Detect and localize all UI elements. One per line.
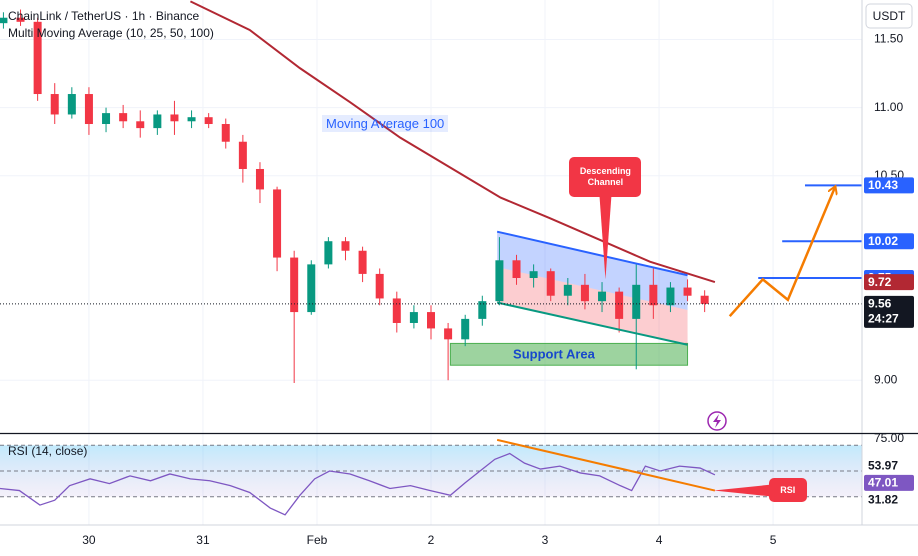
- x-tick-label: 2: [428, 533, 435, 547]
- x-tick-label: 3: [542, 533, 549, 547]
- level-label-bg: [864, 177, 914, 194]
- rsi-callout-pointer: [713, 484, 772, 497]
- candle-body: [358, 250, 367, 274]
- candle-body: [683, 287, 692, 296]
- candle-body: [580, 284, 589, 302]
- level-label-bg: [864, 233, 914, 250]
- level-label: 10.02: [868, 234, 898, 248]
- candle-body: [427, 312, 435, 329]
- candle-body: [444, 328, 453, 340]
- last-price-label: 9.56: [868, 297, 892, 311]
- candle-body: [341, 241, 350, 251]
- rsi-callout: RSI: [768, 477, 807, 502]
- candle-body: [102, 113, 111, 125]
- candle-body: [255, 168, 264, 190]
- ma-value-label-bg: [864, 274, 914, 291]
- candle-body: [307, 264, 316, 313]
- candle-body: [700, 295, 709, 304]
- chart-subtitle: Multi Moving Average (10, 25, 50, 100): [8, 26, 214, 40]
- candle-body: [84, 94, 93, 125]
- candle-body: [666, 287, 675, 306]
- candle-body: [375, 273, 384, 299]
- last-price-bg: [864, 295, 914, 328]
- candle-body: [50, 94, 59, 115]
- x-tick-label: 5: [770, 533, 777, 547]
- ma-label: Moving Average 100: [322, 115, 449, 132]
- candle-body: [0, 17, 8, 24]
- rsi-trendline: [496, 438, 716, 492]
- ma-value-label: 9.72: [868, 275, 892, 289]
- candle-body: [461, 318, 470, 340]
- rsi-value-bg: [864, 457, 914, 474]
- rsi-title: RSI (14, close): [8, 444, 87, 458]
- candle-body: [119, 113, 128, 122]
- candle-body: [153, 114, 162, 129]
- candle-body: [563, 284, 572, 296]
- channel-lower-line: [496, 301, 688, 346]
- candle-body: [16, 17, 25, 22]
- rsi-value-label: 53.97: [868, 459, 898, 473]
- candle-body: [273, 189, 282, 258]
- candle-body: [478, 301, 487, 319]
- candle-body: [187, 117, 196, 122]
- currency-box[interactable]: [865, 3, 913, 29]
- candle-body: [649, 284, 658, 306]
- support-label: Support Area: [513, 346, 595, 362]
- candle-body: [204, 117, 213, 125]
- support-area: [449, 342, 689, 366]
- candle-body: [495, 260, 504, 302]
- channel-callout: Descending Channel: [569, 157, 642, 198]
- rsi-line: [0, 452, 716, 516]
- countdown-label: 24:27: [868, 312, 899, 326]
- rsi-value-label: 31.82: [868, 493, 898, 507]
- x-tick-label: Feb: [307, 533, 328, 547]
- currency: USDT: [873, 9, 906, 23]
- x-tick-label: 30: [82, 533, 96, 547]
- candle-body: [238, 141, 247, 169]
- x-tick-label: 4: [656, 533, 663, 547]
- flash-icon[interactable]: [707, 411, 727, 431]
- candle-body: [33, 21, 42, 95]
- candle-body: [632, 284, 641, 319]
- candle-body: [546, 271, 555, 296]
- y-tick-label: 9.00: [874, 372, 898, 386]
- candle-body: [529, 271, 538, 279]
- rsi-value-bg: [864, 474, 914, 491]
- x-tick-label: 31: [196, 533, 210, 547]
- y-tick-label: 11.50: [874, 32, 903, 46]
- candle-body: [290, 257, 299, 313]
- chart-title: ChainLink / TetherUS · 1h · Binance: [8, 9, 200, 23]
- candle-body: [67, 94, 76, 115]
- rsi-value-bg: [864, 491, 914, 508]
- candle-body: [136, 121, 145, 129]
- callout-pointer: [599, 195, 612, 280]
- candle-body: [409, 312, 418, 323]
- candle-body: [221, 124, 230, 142]
- rsi-tick-label: 75.00: [874, 431, 904, 445]
- candle-body: [615, 291, 624, 319]
- rsi-value-label: 47.01: [868, 476, 898, 490]
- candle-body: [392, 298, 401, 323]
- channel-lower-fill: [497, 267, 688, 345]
- channel-upper-line: [496, 230, 688, 277]
- candle-body: [598, 291, 607, 302]
- candle-body: [170, 114, 179, 122]
- moving-average-line: [189, 0, 716, 284]
- y-tick-label: 11.00: [874, 100, 903, 114]
- candle-body: [512, 260, 521, 279]
- projection-path: [728, 188, 835, 317]
- candle-body: [324, 241, 333, 265]
- level-label: 10.43: [868, 178, 898, 192]
